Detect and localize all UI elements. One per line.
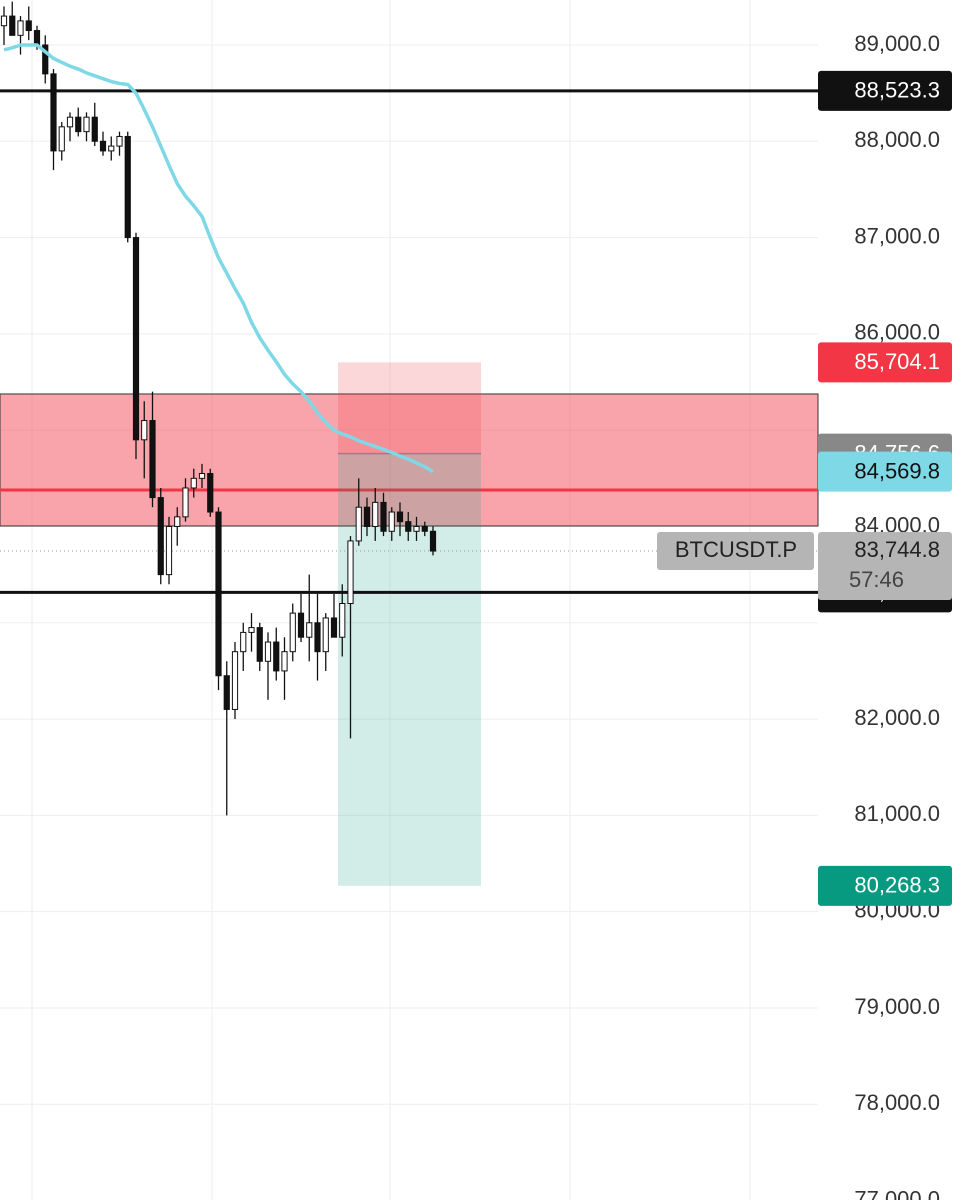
candle-body — [289, 612, 296, 653]
countdown: 57:46 — [849, 567, 904, 592]
candle-body — [314, 622, 321, 653]
candle-body — [421, 525, 428, 532]
candle-body — [306, 622, 313, 638]
candle-body — [264, 641, 272, 662]
y-tick-label: 78,000.0 — [854, 1090, 940, 1115]
candle-body — [215, 511, 222, 677]
candle-body — [25, 20, 32, 32]
y-tick-label: 88,000.0 — [854, 127, 940, 152]
candle-body — [17, 20, 24, 36]
candle-body — [339, 603, 346, 638]
candle-body — [75, 116, 82, 133]
candle-body — [363, 506, 371, 527]
y-tick-label: 87,000.0 — [854, 223, 940, 248]
candle-body — [50, 73, 57, 152]
candle-body — [33, 30, 41, 46]
candle-body — [141, 420, 148, 441]
candle-body — [0, 15, 8, 27]
price-tag — [818, 865, 952, 906]
y-tick-label: 89,000.0 — [854, 31, 940, 56]
candle-body — [9, 15, 16, 36]
candle-body — [372, 501, 379, 527]
candle-body — [256, 627, 263, 662]
candle-body — [240, 631, 247, 653]
candle-body — [157, 497, 164, 576]
candle-body — [380, 501, 387, 532]
price-tag — [818, 451, 952, 492]
candle-body — [347, 540, 354, 605]
candle-body — [108, 145, 115, 152]
candle-body — [42, 44, 49, 75]
candle-body — [405, 521, 412, 532]
price-tag — [818, 70, 952, 111]
candle-body — [149, 420, 156, 499]
candle-body — [297, 612, 305, 638]
candle-body — [190, 477, 197, 489]
candle-body — [91, 116, 98, 142]
candle-body — [116, 135, 123, 147]
candle-body — [429, 530, 437, 552]
candle-body — [223, 675, 230, 710]
candle-body — [124, 135, 131, 239]
candle-body — [355, 506, 362, 542]
candle-body — [413, 525, 420, 532]
candle-body — [248, 627, 255, 633]
y-tick-label: 77,000.0 — [854, 1186, 940, 1200]
y-tick-label: 81,000.0 — [854, 801, 940, 826]
candle-body — [174, 516, 181, 527]
ma-line — [3, 43, 434, 474]
candle-body — [83, 116, 90, 133]
candle-body — [58, 126, 65, 152]
last-price-tag — [818, 532, 952, 601]
candle-body — [330, 617, 338, 638]
price-tag-label: 88,523.3 — [854, 78, 940, 103]
candle-body — [396, 511, 404, 523]
price-tag-label: 80,268.3 — [854, 873, 940, 898]
candle-body — [66, 116, 74, 128]
y-tick-label: 79,000.0 — [854, 994, 940, 1019]
candle-body — [322, 617, 329, 653]
candle-body — [165, 525, 173, 576]
candle-body — [281, 651, 288, 672]
candle-body — [207, 473, 214, 513]
price-tag — [818, 342, 952, 383]
y-tick-label: 86,000.0 — [854, 320, 940, 345]
y-tick-label: 82,000.0 — [854, 705, 940, 730]
stop-area — [338, 362, 481, 454]
price-tag-label: 84,569.8 — [854, 458, 940, 483]
price-tag-label: 85,704.1 — [854, 349, 940, 374]
last-price-label: 83,744.8 — [854, 537, 940, 562]
symbol-tag — [657, 532, 814, 571]
candle-body — [388, 511, 395, 532]
candle-body — [132, 237, 140, 441]
symbol-label: BTCUSDT.P — [675, 537, 797, 562]
candle-body — [198, 473, 206, 479]
candle-body — [231, 651, 239, 710]
candle-body — [99, 140, 107, 152]
candle-body — [273, 641, 280, 672]
candle-body — [182, 487, 189, 518]
